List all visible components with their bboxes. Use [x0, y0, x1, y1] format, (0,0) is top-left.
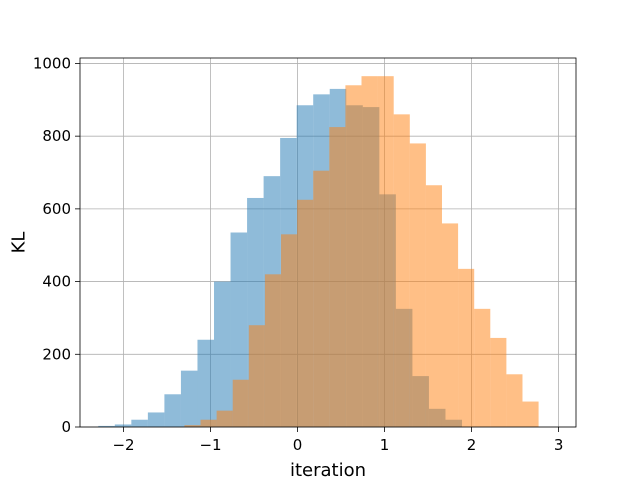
histogram-bar-series-1	[230, 232, 248, 427]
plot-frame	[79, 57, 577, 428]
y-tick-label: 0	[61, 418, 71, 436]
x-tick-label: −1	[199, 436, 221, 454]
x-tick-label: 3	[554, 436, 564, 454]
histogram-bar-series-1	[114, 424, 132, 427]
histogram-bar-series-2	[377, 76, 394, 427]
histogram-bar-series-2	[393, 114, 410, 427]
histogram-bars	[98, 76, 539, 428]
histogram-bar-series-2	[184, 425, 201, 427]
histogram-bar-series-2	[200, 419, 217, 427]
histogram-bar-series-2	[313, 170, 330, 427]
x-tick-label: 1	[380, 436, 390, 454]
histogram-bar-series-2	[490, 337, 507, 427]
histogram-bar-series-1	[164, 394, 181, 427]
histogram-bar-series-2	[441, 223, 459, 427]
histogram-bar-series-2	[474, 308, 491, 427]
histogram-bar-series-1	[197, 339, 215, 427]
histogram-bar-series-1	[98, 425, 115, 427]
histogram-bar-series-2	[297, 199, 314, 427]
histogram-bar-series-2	[329, 127, 346, 428]
histogram-bar-series-2	[522, 401, 539, 427]
histogram-bar-series-2	[232, 379, 249, 427]
histogram-bar-series-1	[147, 412, 165, 427]
histogram-bar-series-2	[264, 274, 282, 427]
y-tick-label: 200	[42, 345, 71, 363]
histogram-bar-series-2	[345, 85, 362, 428]
histogram-bar-series-1	[131, 419, 148, 427]
histogram-bar-series-2	[281, 234, 298, 427]
histogram-bar-series-2	[216, 410, 233, 427]
axis-ticks: −2 −1 0 1 2 3 0 200 400 600 800 1000	[33, 54, 564, 454]
y-tick-label: 800	[42, 127, 71, 145]
x-tick-label: 2	[467, 436, 477, 454]
histogram-bar-series-2	[409, 143, 426, 427]
histogram-bar-series-2	[506, 374, 523, 427]
y-tick-label: 400	[42, 273, 71, 291]
y-tick-label: 1000	[33, 54, 71, 72]
x-axis-label: iteration	[290, 460, 366, 480]
y-tick-label: 600	[42, 200, 71, 218]
y-axis-label: KL	[8, 232, 29, 254]
histogram-bar-series-2	[248, 325, 265, 427]
histogram-bar-series-1	[214, 281, 231, 427]
histogram-bar-series-2	[361, 76, 378, 427]
x-tick-label: 0	[293, 436, 303, 454]
x-tick-label: −2	[112, 436, 134, 454]
histogram-bar-series-1	[180, 370, 198, 427]
histogram-bar-series-2	[425, 185, 442, 427]
histogram-bar-series-2	[458, 268, 475, 427]
